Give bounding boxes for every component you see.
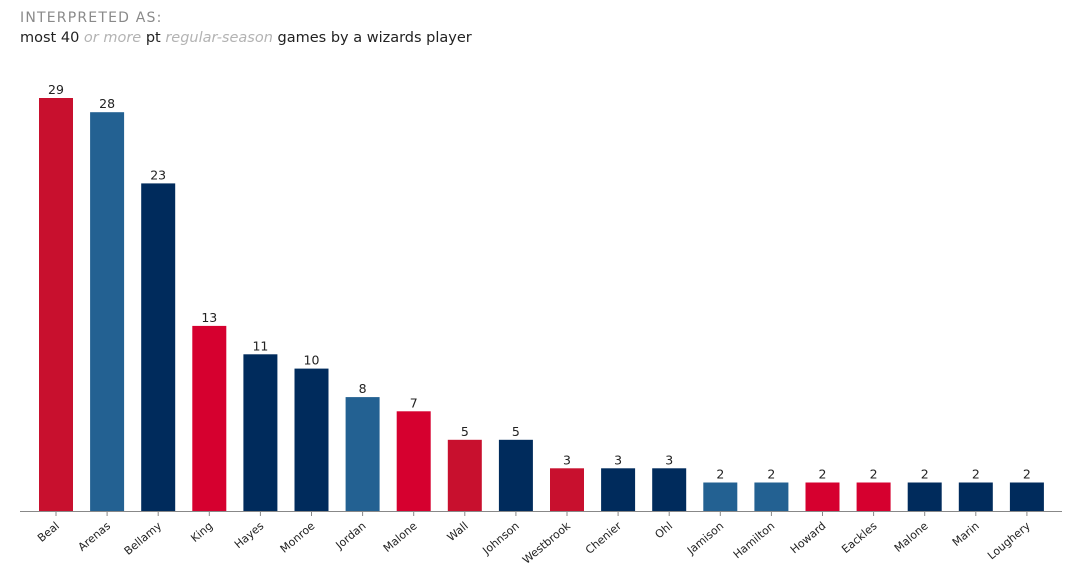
bar-13 (652, 468, 687, 511)
bar-9 (447, 439, 482, 511)
data-label-6: 10 (304, 353, 320, 368)
x-tick-label-16: Howard (788, 519, 829, 556)
x-tick-label-1: Beal (35, 519, 62, 544)
x-tick-label-5: Hayes (232, 519, 267, 551)
bar-6 (294, 368, 329, 511)
x-tick-label-3: Bellamy (122, 519, 165, 558)
data-label-5: 11 (252, 338, 268, 353)
data-label-17: 2 (870, 467, 878, 482)
x-tick-label-4: King (188, 519, 215, 545)
bar-12 (601, 468, 636, 511)
x-tick-label-8: Malone (381, 519, 420, 555)
query-part-5: games by a wizards player (272, 30, 472, 46)
data-label-7: 8 (359, 381, 367, 396)
data-label-16: 2 (819, 467, 827, 482)
query-part-4: regular-season (165, 30, 273, 46)
bar-10 (498, 439, 533, 511)
x-tick-label-11: Westbrook (520, 519, 573, 567)
x-tick-label-6: Monroe (278, 519, 318, 555)
query-part-1: most 40 (20, 30, 84, 46)
bar-17 (856, 482, 891, 511)
bar-14 (703, 482, 738, 511)
data-label-9: 5 (461, 424, 469, 439)
data-label-18: 2 (921, 467, 929, 482)
bar-15 (754, 482, 789, 511)
x-tick-label-15: Hamilton (731, 519, 778, 561)
bar-5 (243, 354, 278, 511)
data-label-13: 3 (665, 452, 673, 467)
bar-11 (550, 468, 584, 511)
data-label-4: 13 (201, 310, 217, 325)
bar-2 (90, 112, 125, 511)
query-part-2: or more (83, 30, 142, 46)
x-tick-label-19: Marin (950, 519, 982, 549)
x-tick-label-20: Loughery (985, 519, 1033, 562)
x-tick-label-10: Johnson (479, 519, 521, 557)
interpreted-as-label: INTERPRETED AS: (20, 10, 163, 26)
query-part-3: pt (141, 30, 166, 46)
data-label-20: 2 (1023, 467, 1031, 482)
data-label-14: 2 (716, 467, 724, 482)
x-tick-label-2: Arenas (76, 519, 114, 554)
data-label-10: 5 (512, 424, 520, 439)
bar-1 (39, 98, 73, 511)
x-tick-label-9: Wall (445, 519, 471, 544)
chart-header: INTERPRETED AS: most 40 or more pt regul… (20, 8, 472, 48)
query-text: most 40 or more pt regular-season games … (20, 28, 472, 48)
data-label-19: 2 (972, 467, 980, 482)
x-tick-label-14: Jamison (684, 519, 726, 557)
bar-4 (192, 325, 227, 511)
bar-16 (805, 482, 840, 511)
data-label-11: 3 (563, 452, 571, 467)
data-label-12: 3 (614, 452, 622, 467)
x-tick-label-13: Ohl (652, 519, 675, 541)
x-tick-label-18: Malone (892, 519, 931, 555)
bar-3 (141, 183, 176, 511)
x-tick-label-17: Eackles (839, 519, 879, 556)
bar-7 (345, 397, 380, 511)
bar-8 (396, 411, 431, 511)
data-label-1: 29 (48, 82, 64, 97)
x-tick-label-12: Chenier (583, 519, 624, 557)
data-label-15: 2 (767, 467, 775, 482)
bar-18 (907, 482, 942, 511)
x-tick-label-7: Jordan (333, 519, 369, 552)
data-label-2: 28 (99, 96, 115, 111)
bar-19 (958, 482, 993, 511)
bar-20 (1009, 482, 1044, 511)
data-label-8: 7 (410, 395, 418, 410)
data-label-3: 23 (150, 167, 166, 182)
